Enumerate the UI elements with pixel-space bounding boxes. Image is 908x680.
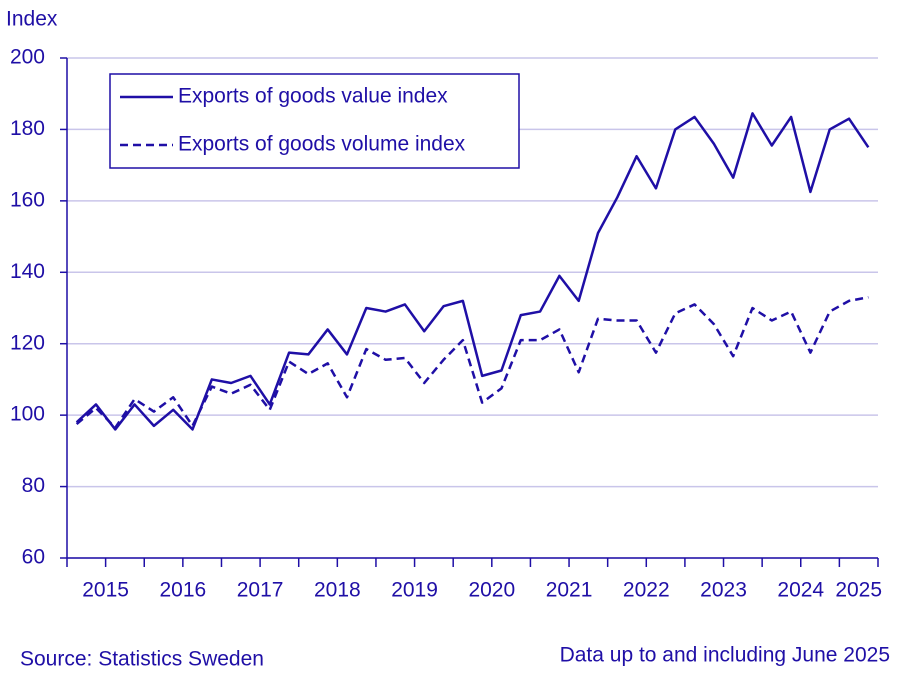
x-tick-label: 2022 [623, 579, 670, 602]
source: Source: Statistics Sweden [20, 648, 264, 671]
y-axis-label: Index [6, 8, 58, 31]
legend-label: Exports of goods volume index [178, 133, 466, 156]
series-line [75, 112, 870, 431]
x-tick-label: 2018 [314, 579, 361, 602]
series-line [75, 296, 869, 429]
y-tick-label: 140 [10, 260, 45, 283]
x-tick-label: 2023 [700, 579, 747, 602]
x-tick-label: 2020 [468, 579, 515, 602]
y-tick-label: 60 [22, 546, 45, 569]
note: Data up to and including June 2025 [560, 644, 890, 667]
y-tick-label: 180 [10, 117, 45, 140]
x-tick-label: 2025 [835, 579, 882, 602]
x-tick-label: 2019 [391, 579, 438, 602]
y-tick-label: 100 [10, 403, 45, 426]
x-tick-label: 2016 [159, 579, 206, 602]
y-tick-label: 80 [22, 474, 45, 497]
x-tick-label: 2015 [82, 579, 129, 602]
x-tick-label: 2021 [546, 579, 593, 602]
x-tick-label: 2017 [237, 579, 284, 602]
y-tick-label: 200 [10, 46, 45, 69]
y-tick-label: 160 [10, 188, 45, 211]
x-tick-label: 2024 [777, 579, 824, 602]
legend-label: Exports of goods value index [178, 85, 448, 108]
legend-box [109, 73, 520, 169]
y-tick-label: 120 [10, 331, 45, 354]
